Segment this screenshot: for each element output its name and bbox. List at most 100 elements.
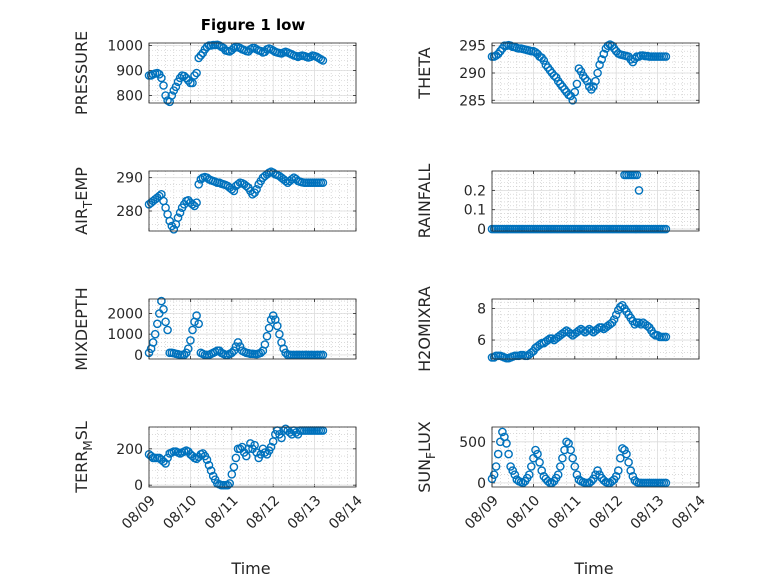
data-point <box>622 449 631 459</box>
data-point <box>241 181 251 191</box>
data-point <box>161 91 170 100</box>
data-point <box>560 327 569 337</box>
data-point <box>504 449 513 459</box>
data-point <box>194 53 203 63</box>
data-point <box>597 55 607 64</box>
data-point <box>525 470 534 480</box>
data-point <box>159 81 168 90</box>
data-point <box>498 427 507 437</box>
data-point <box>318 350 328 360</box>
data-point <box>506 462 515 471</box>
y-axis-label: THETA <box>415 47 434 99</box>
y-axis-label: AIRTEMP <box>72 167 95 235</box>
data-point <box>192 311 201 320</box>
data-point <box>227 348 237 358</box>
data-point <box>235 342 245 351</box>
data-point <box>611 471 621 481</box>
data-point <box>268 311 278 320</box>
data-point <box>279 344 288 354</box>
data-point <box>589 82 598 91</box>
data-point <box>533 449 542 459</box>
data-point <box>167 91 177 100</box>
data-point <box>543 335 553 345</box>
data-point <box>560 445 569 455</box>
data-point <box>223 480 232 490</box>
data-point <box>161 459 170 468</box>
data-point <box>510 470 520 480</box>
data-point <box>572 79 582 89</box>
y-tick-label: 285 <box>459 93 486 109</box>
data-point <box>152 319 162 329</box>
data-point <box>611 310 621 320</box>
data-point <box>591 76 600 86</box>
data-point <box>181 348 191 358</box>
data-point <box>252 448 261 457</box>
y-tick-label: 0 <box>134 478 143 494</box>
y-tick-label: 0 <box>477 222 486 238</box>
axes-box <box>148 170 357 232</box>
y-tick-label: 1000 <box>107 39 143 55</box>
data-point <box>634 186 644 195</box>
data-point <box>175 73 185 83</box>
y-tick-label: 900 <box>116 64 143 80</box>
plot-area <box>149 299 356 359</box>
data-point <box>266 315 276 325</box>
data-point <box>256 348 266 358</box>
data-point <box>566 329 576 339</box>
data-point <box>572 470 582 480</box>
data-point <box>233 338 243 347</box>
y-tick-label: 0.1 <box>464 203 486 219</box>
data-point <box>192 198 201 207</box>
data-point <box>171 82 181 92</box>
y-axis-label: H2OMIXRA <box>415 286 434 372</box>
y-axis-label: PRESSURE <box>72 31 91 115</box>
data-point <box>194 319 203 329</box>
data-point <box>163 325 172 335</box>
data-point <box>491 462 501 471</box>
data-point <box>204 460 214 470</box>
data-point <box>535 457 544 467</box>
subplot-4: 0 0.1 0.2 RAINFALL <box>415 164 700 239</box>
data-point <box>161 317 170 327</box>
data-point <box>616 302 625 312</box>
data-point <box>275 329 284 339</box>
y-axis-label: RAINFALL <box>415 164 434 239</box>
axes-box <box>148 42 357 104</box>
data-point <box>318 56 328 65</box>
data-point <box>229 346 239 356</box>
y-tick-label: 0.2 <box>464 183 486 199</box>
data-point <box>558 453 567 463</box>
data-point <box>553 470 563 480</box>
data-point <box>169 224 179 234</box>
y-tick-label: 290 <box>459 66 486 82</box>
data-point <box>593 68 602 78</box>
data-point <box>231 342 241 351</box>
data-point <box>188 325 197 335</box>
data-point <box>562 437 571 447</box>
y-tick-label: 2000 <box>107 306 143 322</box>
data-point <box>508 466 518 475</box>
y-tick-label: 0 <box>477 476 486 492</box>
y-tick-label: 1000 <box>107 327 143 343</box>
data-point <box>194 179 203 189</box>
data-point <box>244 444 253 454</box>
data-point <box>148 338 158 347</box>
data-point <box>614 466 623 475</box>
data-point <box>183 344 193 354</box>
data-point <box>152 68 162 78</box>
axes-box <box>148 426 357 488</box>
plot-area <box>149 427 356 487</box>
y-tick-label: 290 <box>116 171 143 187</box>
y-tick-label: 280 <box>116 204 143 220</box>
data-point <box>157 73 166 83</box>
data-point <box>609 315 619 324</box>
data-point <box>266 442 276 452</box>
axes-box <box>148 298 357 360</box>
y-tick-label: 8 <box>477 301 486 317</box>
data-point <box>159 304 168 314</box>
data-point <box>661 224 671 234</box>
data-point <box>587 476 596 486</box>
y-tick-label: 500 <box>459 435 486 451</box>
data-point <box>593 466 602 475</box>
